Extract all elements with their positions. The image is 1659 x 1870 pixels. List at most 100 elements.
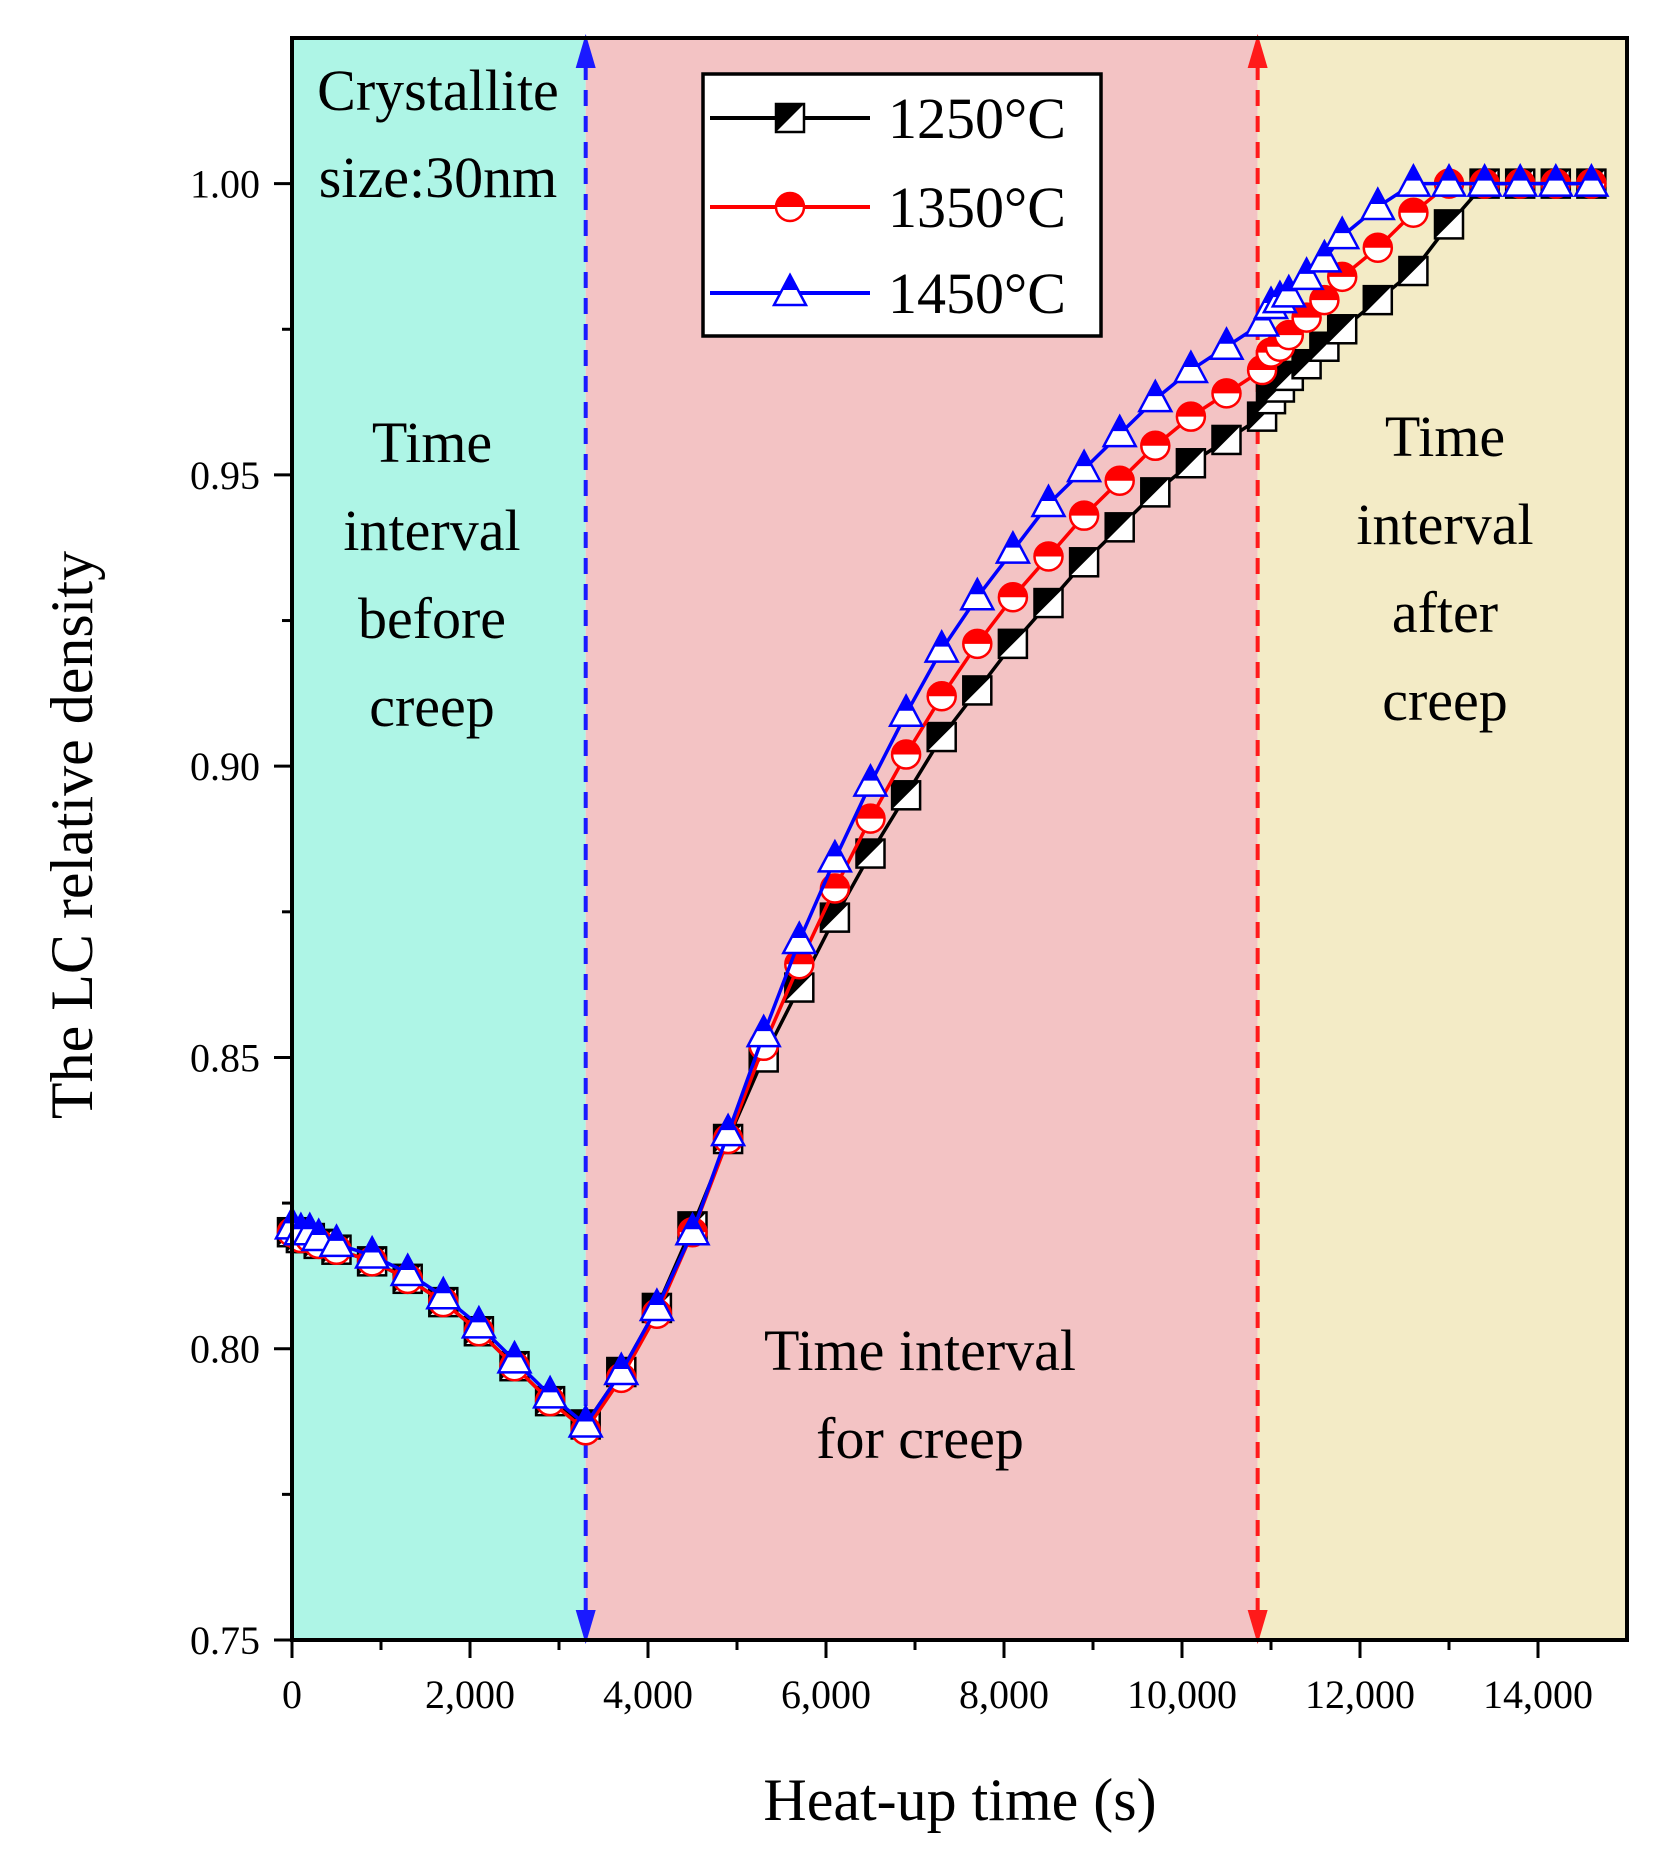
marker-square-fill <box>1070 548 1099 577</box>
data-point <box>819 873 851 904</box>
legend-marker <box>774 102 806 134</box>
data-point <box>1068 547 1100 578</box>
data-point <box>1104 465 1135 496</box>
marker-triangle-fill <box>1512 165 1529 181</box>
marker-triangle <box>1172 349 1209 384</box>
legend-entry-1: 1250°C <box>710 86 1066 151</box>
data-point <box>1395 162 1432 197</box>
region-labels: Time interval before creep Time interval for … <box>343 404 1533 1471</box>
data-point <box>852 763 889 797</box>
x-tick-label: 0 <box>282 1672 302 1717</box>
data-point <box>781 920 818 955</box>
marker-circle-fill <box>1034 542 1063 557</box>
marker-triangle-fill <box>364 1237 381 1253</box>
marker-triangle <box>674 1211 711 1246</box>
boundary-arrow-2 <box>1247 34 1268 1644</box>
marker-triangle-fill <box>1441 165 1457 181</box>
data-point <box>890 780 922 811</box>
legend-entry-3: 1450°C <box>710 261 1066 326</box>
marker-circle-fill <box>1399 198 1428 213</box>
data-series <box>273 162 1610 1446</box>
marker-circle-fill <box>998 583 1027 598</box>
legend-marker <box>771 272 809 307</box>
region-background-1 <box>292 38 586 1640</box>
marker-triangle-fill <box>1476 165 1493 181</box>
region-label-line: Time <box>1385 404 1505 469</box>
data-point <box>1430 162 1468 197</box>
marker-triangle-fill <box>684 1214 701 1230</box>
x-tick-label: 2,000 <box>425 1672 515 1717</box>
data-point <box>997 581 1029 613</box>
marker-circle-fill <box>1176 402 1205 417</box>
marker-triangle-fill <box>1547 165 1564 181</box>
marker-square-fill <box>1212 425 1241 454</box>
data-point <box>674 1211 711 1246</box>
marker-circle-fill <box>892 740 921 755</box>
x-tick-label: 8,000 <box>959 1672 1049 1717</box>
data-point <box>816 838 853 873</box>
marker-triangle-fill <box>826 841 843 857</box>
series-3 <box>273 162 1610 1438</box>
data-point <box>1362 232 1394 263</box>
marker-triangle-fill <box>1040 486 1057 502</box>
data-point <box>997 628 1029 660</box>
data-point <box>1140 430 1171 462</box>
marker-triangle <box>567 1403 604 1438</box>
marker-square-fill <box>963 676 992 705</box>
data-point <box>1172 349 1209 384</box>
data-point <box>1033 541 1064 572</box>
marker-triangle-fill <box>1111 416 1128 432</box>
data-point <box>567 1403 604 1438</box>
marker-triangle-fill <box>328 1225 345 1241</box>
marker-triangle-fill <box>1182 352 1199 368</box>
data-point <box>1211 378 1242 409</box>
x-axis-title: Heat-up time (s) <box>763 1767 1156 1833</box>
data-point <box>1175 448 1207 479</box>
region-label-3: Time interval after creep <box>1356 404 1533 733</box>
marker-triangle <box>638 1287 675 1322</box>
annotation-line: size:30nm <box>319 145 557 210</box>
marker-square-fill <box>892 781 921 810</box>
marker-triangle-fill <box>1583 165 1600 181</box>
marker-square-fill <box>1399 257 1428 286</box>
marker-triangle <box>425 1275 462 1310</box>
marker-triangle-fill <box>933 631 950 647</box>
marker-triangle <box>959 576 996 611</box>
data-point <box>888 693 925 728</box>
data-point <box>1211 424 1242 456</box>
data-point <box>959 576 996 611</box>
data-point <box>1398 197 1429 229</box>
data-point <box>1291 348 1322 380</box>
data-point <box>1066 448 1103 483</box>
data-point <box>1398 255 1429 287</box>
marker-circle-fill <box>1141 431 1170 446</box>
region-label-2: Time interval for creep <box>764 1318 1076 1471</box>
data-point <box>1573 162 1610 197</box>
x-tick-label: 10,000 <box>1127 1672 1237 1717</box>
data-point <box>710 1112 747 1147</box>
y-tick-label: 0.85 <box>190 1035 260 1080</box>
marker-triangle-fill <box>399 1254 416 1270</box>
marker-square-fill <box>927 723 956 752</box>
data-point <box>926 721 957 753</box>
data-point <box>496 1339 533 1374</box>
legend-label: 1250°C <box>888 86 1066 151</box>
boundary-arrowhead-top <box>575 34 596 68</box>
data-point <box>1033 587 1064 619</box>
marker-triangle-fill <box>862 765 879 781</box>
plot-frame <box>290 36 1629 1642</box>
marker-triangle <box>603 1351 640 1386</box>
marker-triangle-fill <box>755 1016 772 1032</box>
data-point <box>532 1374 569 1409</box>
region-label-line: before <box>358 586 506 651</box>
axes: 0 2,000 4,000 6,000 8,000 10,000 12,000 14,000 0… <box>190 36 1629 1717</box>
marker-triangle-fill <box>648 1289 665 1305</box>
data-point <box>425 1275 462 1310</box>
marker-triangle-fill <box>791 922 808 938</box>
marker-triangle <box>460 1304 497 1339</box>
region-label-1: Time interval before creep <box>343 410 520 739</box>
region-label-line: after <box>1392 580 1498 645</box>
region-label-line: for creep <box>816 1406 1024 1471</box>
data-point <box>1466 162 1503 197</box>
y-tick-label: 0.80 <box>190 1327 260 1372</box>
